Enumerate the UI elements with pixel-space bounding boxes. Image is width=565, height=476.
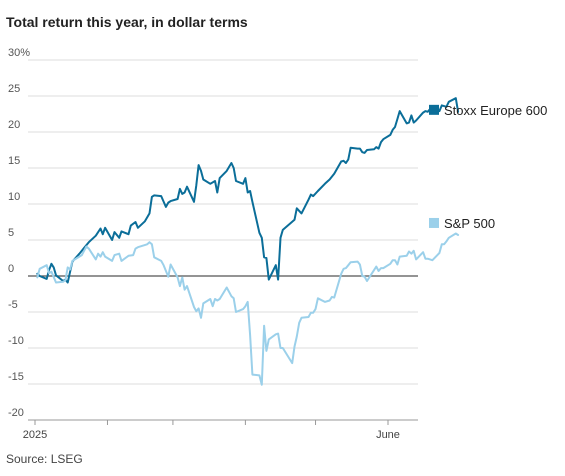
y-tick-label: 25 (8, 83, 20, 95)
y-tick-label: 0 (8, 263, 14, 275)
x-axis: 2025 June (23, 419, 418, 441)
x-tick-label: 2025 (23, 429, 47, 441)
gridlines (28, 59, 418, 421)
series-line (36, 232, 460, 386)
legend-label: Stoxx Europe 600 (444, 103, 547, 118)
legend-swatch (429, 104, 439, 115)
y-tick-label: 30% (8, 47, 30, 59)
y-tick-label: 10 (8, 191, 20, 203)
y-tick-label: -20 (8, 407, 24, 419)
source-note: Source: LSEG (6, 452, 83, 466)
y-tick-label: 5 (8, 227, 14, 239)
legend-label: S&P 500 (444, 216, 495, 231)
y-tick-label: 20 (8, 119, 20, 131)
y-tick-label: 15 (8, 155, 20, 167)
legend: Stoxx Europe 600 S&P 500 (429, 103, 547, 231)
chart-title: Total return this year, in dollar terms (6, 14, 248, 30)
legend-swatch (429, 217, 439, 228)
y-tick-label: -15 (8, 371, 24, 383)
y-axis-tick-labels: 30% 25 20 15 10 5 0 -5 -10 -15 -20 (8, 47, 30, 419)
y-tick-label: -10 (8, 335, 24, 347)
y-tick-label: -5 (8, 299, 18, 311)
series-line (36, 97, 460, 284)
x-tick-label: June (376, 429, 400, 441)
series-lines (36, 97, 460, 386)
